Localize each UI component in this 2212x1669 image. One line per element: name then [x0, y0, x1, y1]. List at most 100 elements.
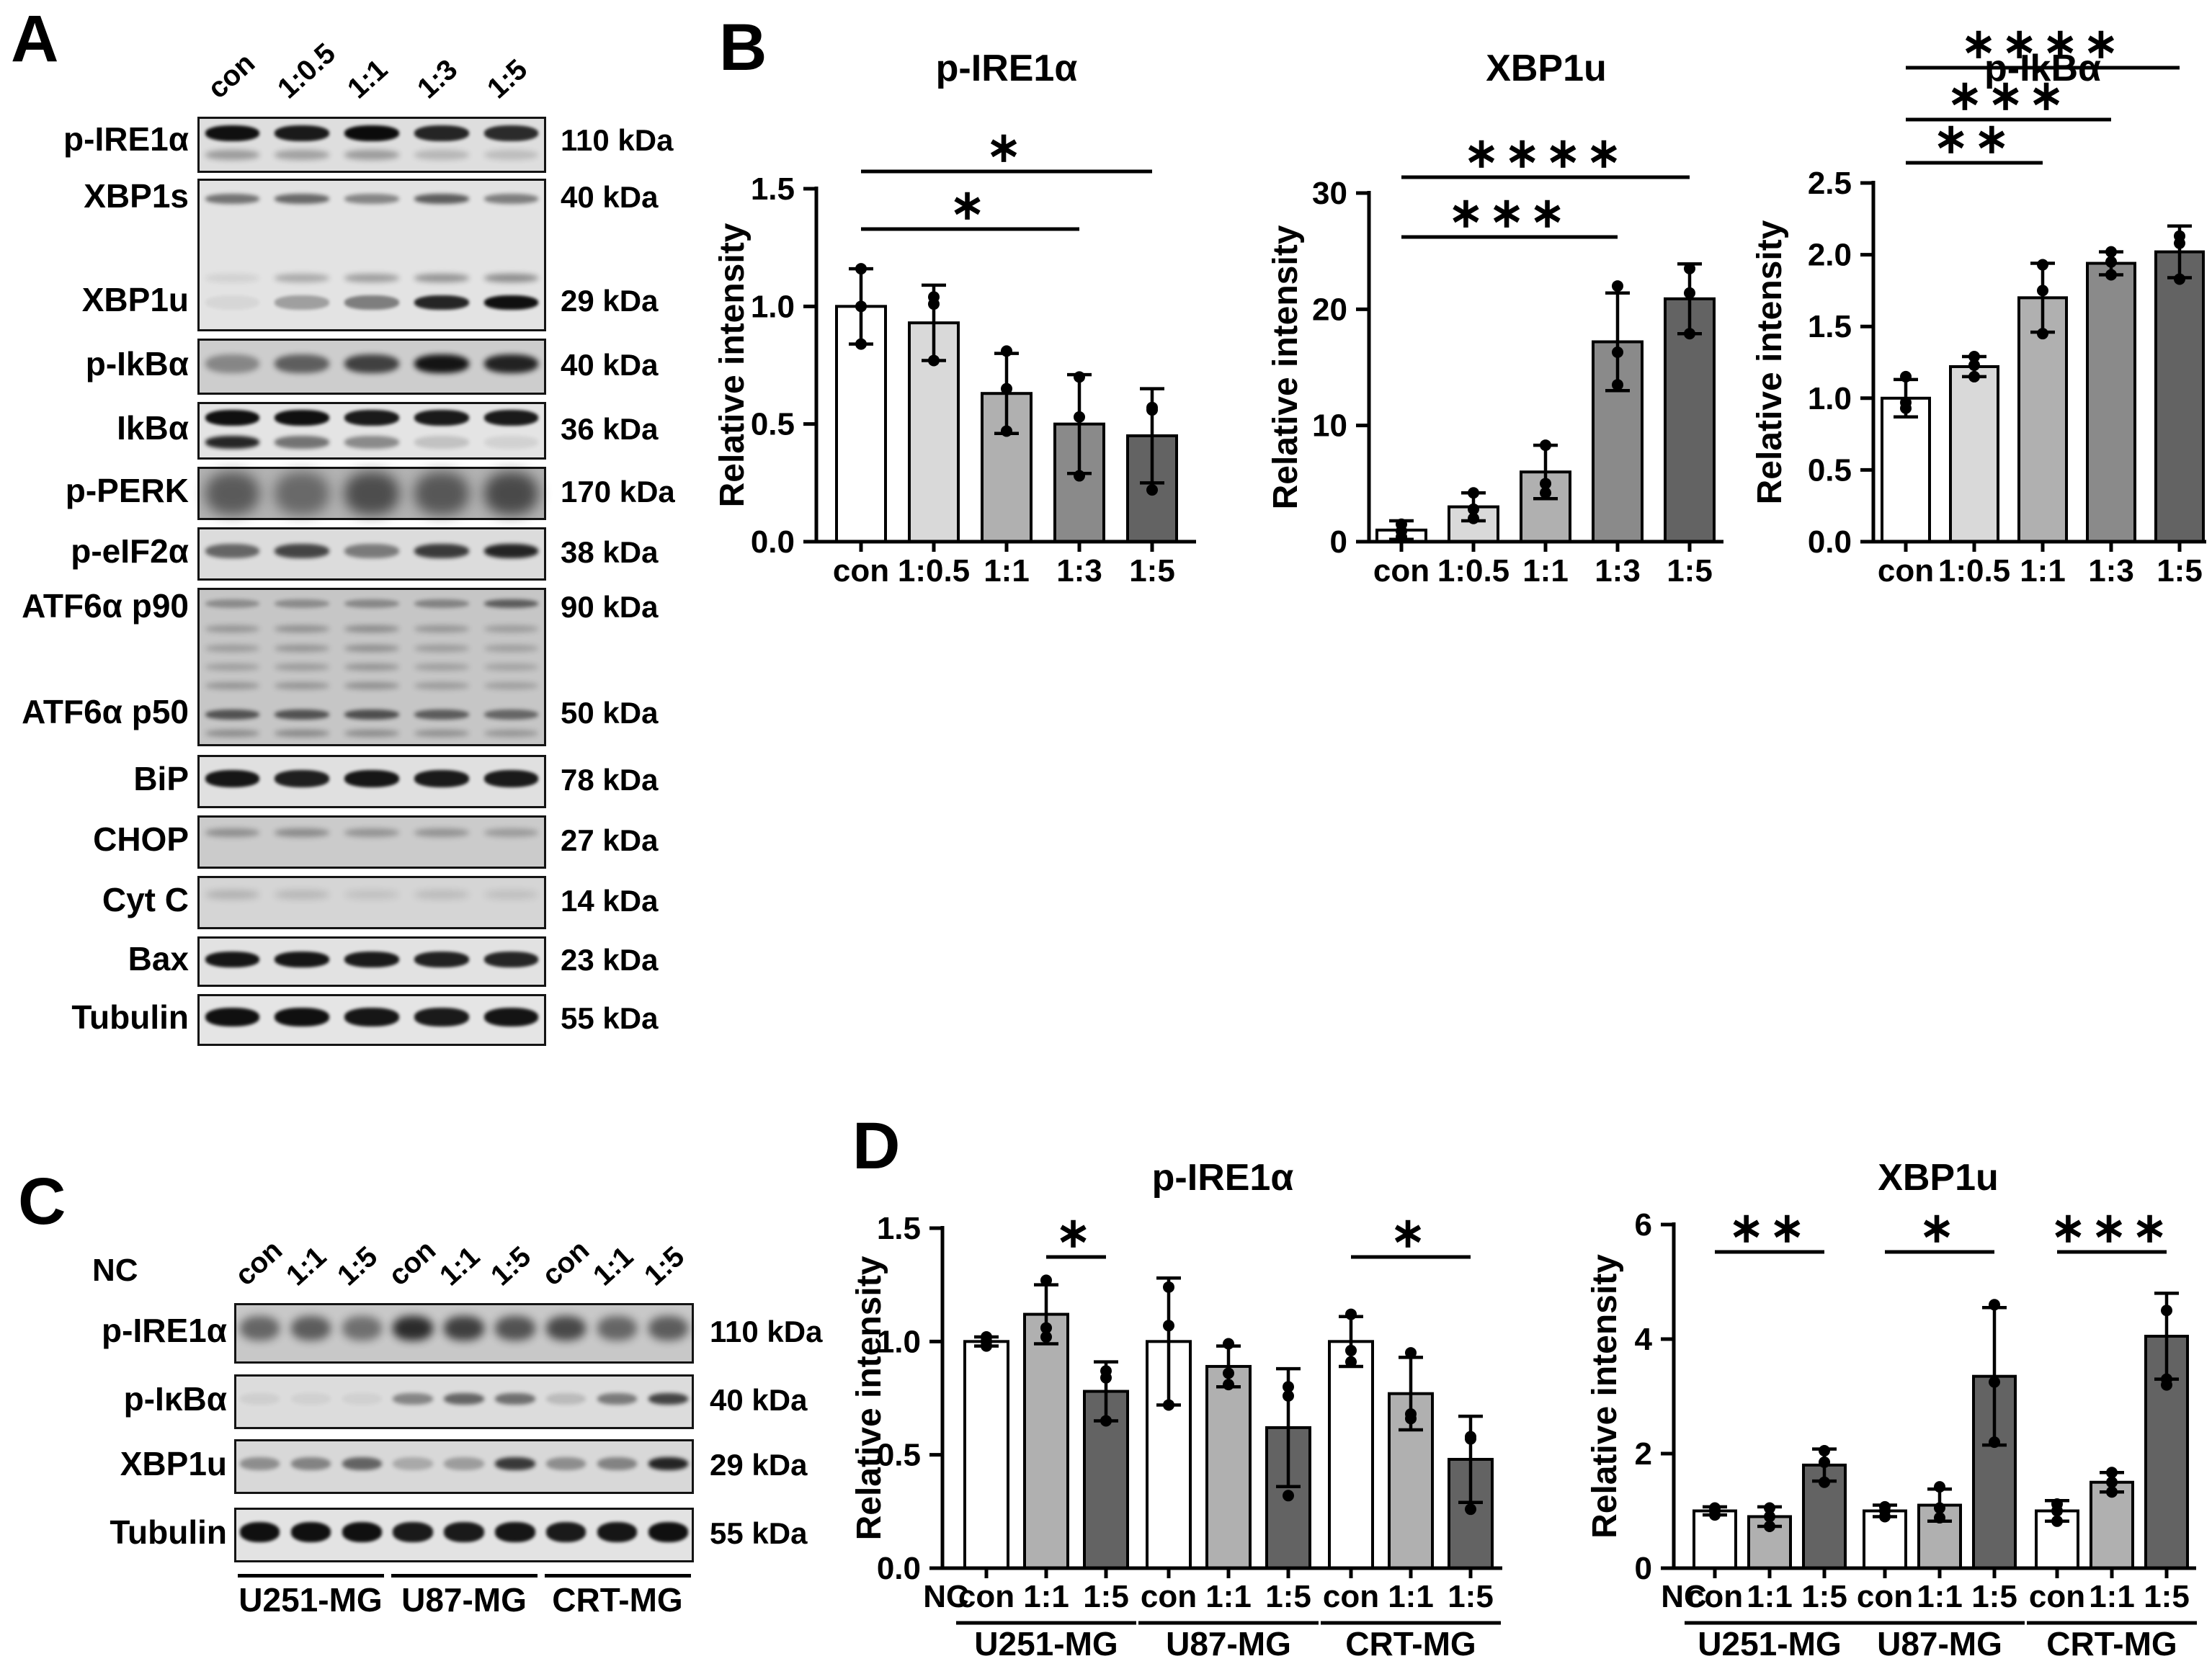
blot-band — [344, 409, 399, 426]
blot-band — [344, 770, 399, 788]
data-point — [2037, 259, 2048, 271]
y-tick-label: 2.0 — [1808, 238, 1852, 273]
data-point — [2161, 1305, 2172, 1317]
y-tick-label: 2 — [1635, 1436, 1652, 1472]
data-point — [1540, 439, 1551, 452]
x-tick-label: 1:5 — [1265, 1579, 1311, 1614]
data-point — [1283, 1390, 1294, 1402]
blot-band — [275, 625, 329, 633]
blot-band — [414, 644, 469, 652]
x-tick-label: 1:3 — [2088, 553, 2134, 589]
data-point — [1468, 487, 1479, 499]
x-tick-label: 1:3 — [1056, 553, 1102, 589]
y-tick-label: 1.0 — [877, 1324, 921, 1359]
x-tick-label: 1:5 — [1448, 1579, 1494, 1614]
protein-label: p-IRE1α — [63, 120, 189, 158]
blot-band — [205, 409, 260, 426]
blot-band — [495, 1393, 535, 1405]
blot-band — [275, 599, 329, 608]
significance-label: ∗ — [986, 124, 1027, 171]
blot-band — [483, 150, 539, 161]
data-point — [1001, 345, 1012, 357]
chart-title: p-IRE1α — [1152, 1157, 1294, 1199]
protein-label: Tubulin — [110, 1513, 227, 1551]
protein-label: CHOP — [93, 820, 189, 858]
blot-band — [648, 1522, 689, 1543]
blot-band — [444, 1393, 484, 1405]
data-point — [981, 1340, 992, 1352]
kda-label: 90 kDa — [561, 589, 659, 624]
blot-band — [205, 544, 260, 559]
chart-title: XBP1u — [1486, 48, 1607, 89]
significance-label: ∗∗∗∗ — [1961, 20, 2124, 67]
data-point — [2037, 285, 2048, 297]
blot-band — [205, 770, 260, 788]
blot-band — [483, 663, 539, 671]
data-point — [1040, 1331, 1052, 1343]
nc-label: NC — [1661, 1579, 1707, 1614]
blot-band — [444, 1316, 484, 1341]
y-tick-label: 2.5 — [1808, 166, 1852, 201]
blot-band — [597, 1522, 638, 1543]
data-point — [1001, 425, 1012, 437]
blot-band — [483, 710, 539, 720]
protein-label: IkBα — [117, 409, 189, 447]
kda-label: 55 kDa — [561, 1001, 659, 1035]
kda-label: 40 kDa — [561, 348, 659, 382]
bar — [1949, 364, 1999, 544]
blot-band — [546, 1522, 587, 1543]
data-point — [1074, 371, 1085, 383]
x-tick-label: 1:0.5 — [1437, 553, 1509, 589]
protein-label: Cyt C — [102, 881, 189, 918]
blot-band — [414, 682, 469, 690]
data-point — [1283, 1381, 1294, 1393]
cell-line-label: U251-MG — [238, 1581, 383, 1619]
blot-band — [597, 1316, 638, 1341]
y-axis-title: Relative intensity — [713, 223, 752, 507]
cell-line-underline — [238, 1574, 384, 1578]
data-point — [1040, 1274, 1052, 1287]
blot-box-IkBa — [197, 402, 546, 460]
bar — [1053, 422, 1105, 544]
blot-band — [344, 682, 399, 690]
y-tick-label: 1.5 — [877, 1211, 921, 1246]
data-point — [1074, 470, 1085, 482]
protein-label: XBP1u — [81, 280, 189, 318]
x-tick-label: 1:1 — [1388, 1579, 1434, 1614]
data-point — [1684, 287, 1695, 299]
y-tick-label: 0.0 — [877, 1551, 921, 1586]
blot-band — [414, 193, 469, 204]
data-point — [1819, 1456, 1830, 1468]
blot-band — [444, 1457, 484, 1471]
data-point — [2106, 1467, 2118, 1479]
blot-band — [414, 409, 469, 426]
data-point — [1684, 262, 1695, 274]
blot-band — [344, 730, 399, 738]
blot-band — [393, 1522, 433, 1543]
protein-label: Bax — [128, 940, 189, 977]
data-point — [1819, 1476, 1830, 1488]
protein-label: p-eIF2α — [71, 532, 189, 570]
data-point — [1345, 1308, 1357, 1320]
blot-band — [393, 1393, 433, 1405]
blot-band — [483, 544, 539, 559]
x-tick-label: 1:1 — [2089, 1579, 2135, 1614]
x-tick-label: 1:0.5 — [1938, 553, 2010, 589]
blot-band — [344, 625, 399, 633]
x-tick-label: 1:1 — [1205, 1579, 1252, 1614]
x-tick-label: 1:1 — [1747, 1579, 1793, 1614]
blot-band — [483, 273, 539, 282]
blot-band — [414, 354, 469, 374]
blot-band — [275, 354, 329, 374]
data-point — [1968, 359, 1980, 371]
blot-band — [414, 273, 469, 282]
data-point — [2174, 273, 2185, 285]
blot-band — [483, 125, 539, 142]
data-point — [1001, 382, 1012, 395]
blot-band — [205, 828, 260, 838]
cell-line-label: CRT-MG — [552, 1581, 683, 1619]
blot-band — [290, 1457, 331, 1471]
blot-band — [205, 599, 260, 608]
blot-box-CHOP — [197, 815, 546, 869]
